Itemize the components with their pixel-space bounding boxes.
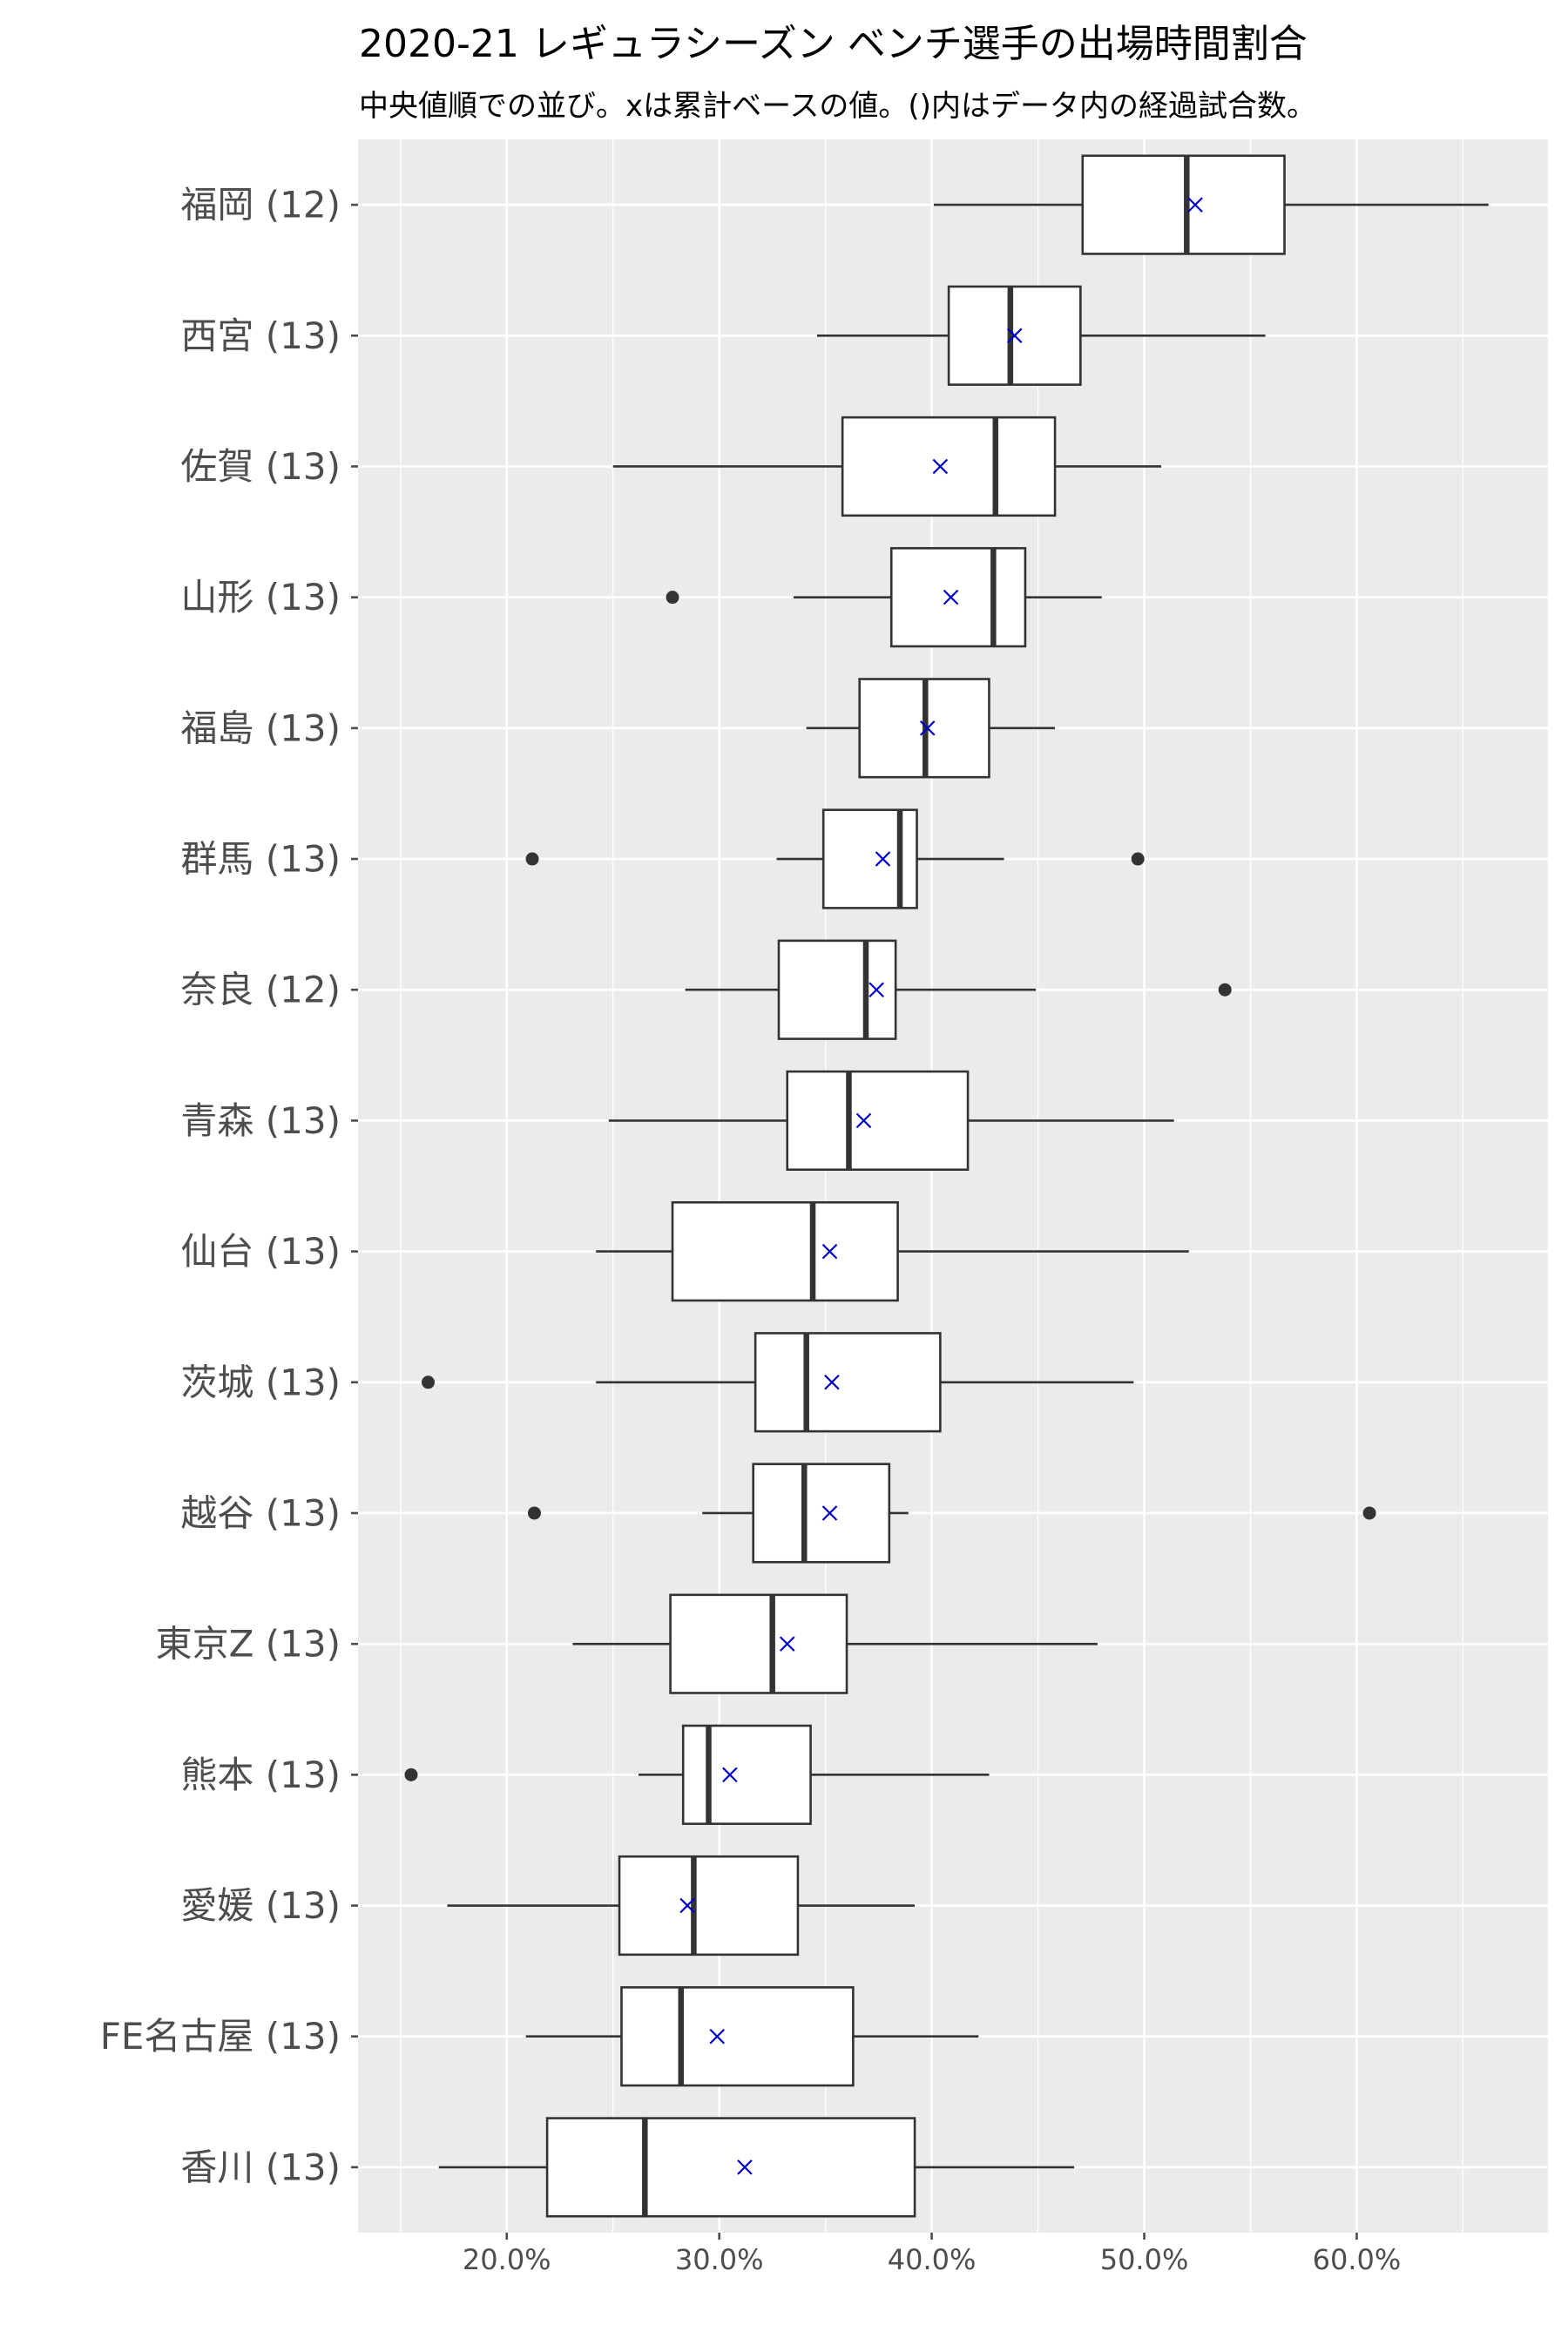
chart-subtitle: 中央値順での並び。xは累計ベースの値。()内はデータ内の経過試合数。 — [359, 89, 1316, 124]
box — [681, 1724, 812, 1825]
box — [786, 1070, 970, 1172]
box — [1081, 154, 1286, 255]
mean-marker — [779, 1636, 795, 1652]
box — [889, 547, 1027, 648]
mean-marker — [821, 1505, 838, 1521]
y-tick-label: 香川 (13) — [180, 2146, 341, 2188]
outlier-point — [666, 591, 679, 605]
mean-marker — [919, 720, 936, 736]
box — [754, 1332, 942, 1433]
y-tick-label: FE名古屋 (13) — [100, 2015, 341, 2058]
y-tick-label: 仙台 (13) — [180, 1230, 341, 1273]
mean-marker — [943, 589, 959, 605]
mean-marker — [875, 851, 891, 867]
y-tick-label: 福岡 (12) — [180, 184, 341, 226]
y-tick-label: 佐賀 (13) — [180, 445, 341, 488]
x-tick-label: 40.0% — [888, 2243, 977, 2276]
y-tick-label: 越谷 (13) — [180, 1491, 341, 1534]
y-tick-label: 茨城 (13) — [180, 1361, 341, 1403]
mean-marker — [1187, 197, 1203, 213]
box — [620, 1986, 855, 2087]
box — [841, 416, 1057, 517]
box — [618, 1855, 800, 1957]
box — [545, 2117, 916, 2218]
y-tick-label: 奈良 (12) — [180, 969, 341, 1011]
y-tick-label: 東京Z (13) — [156, 1623, 341, 1666]
mean-marker — [737, 2159, 753, 2175]
mean-marker — [868, 982, 884, 997]
outlier-point — [1218, 983, 1232, 997]
outlier-point — [1362, 1506, 1376, 1520]
mean-marker — [1006, 328, 1023, 344]
outlier-point — [525, 852, 539, 866]
y-tick-label: 福島 (13) — [180, 706, 341, 749]
mean-marker — [709, 2028, 726, 2044]
mean-marker — [722, 1767, 738, 1783]
y-tick-label: 山形 (13) — [180, 576, 341, 618]
box — [671, 1200, 899, 1302]
mean-marker — [855, 1112, 872, 1129]
x-tick-label: 30.0% — [675, 2243, 764, 2276]
box — [821, 808, 918, 909]
x-tick-label: 20.0% — [463, 2243, 551, 2276]
chart-title: 2020-21 レギュラシーズン ベンチ選手の出場時間割合 — [359, 22, 1308, 66]
y-tick-label: 青森 (13) — [180, 1099, 341, 1142]
y-tick-label: 群馬 (13) — [180, 838, 341, 881]
mean-marker — [679, 1897, 695, 1914]
x-tick-label: 50.0% — [1100, 2243, 1189, 2276]
mean-marker — [932, 458, 949, 475]
outlier-point — [1131, 852, 1145, 866]
outlier-point — [421, 1375, 435, 1389]
mean-marker — [824, 1375, 840, 1390]
box — [777, 939, 897, 1040]
y-tick-label: 熊本 (13) — [180, 1754, 341, 1796]
x-tick-label: 60.0% — [1313, 2243, 1402, 2276]
y-tick-label: 愛媛 (13) — [180, 1884, 341, 1927]
mean-marker — [821, 1243, 838, 1260]
y-tick-label: 西宮 (13) — [180, 314, 341, 357]
box — [752, 1463, 891, 1564]
outlier-point — [527, 1506, 541, 1520]
box — [669, 1593, 848, 1694]
outlier-point — [404, 1767, 418, 1781]
